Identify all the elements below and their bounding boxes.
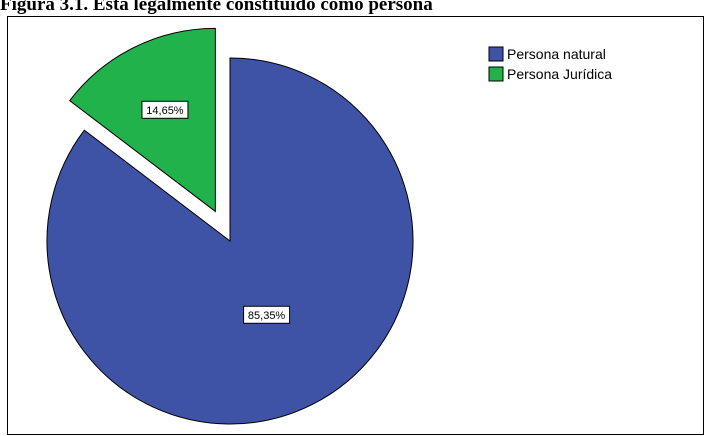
legend-swatch-0 — [488, 46, 504, 62]
pie-slice-1 — [68, 27, 216, 213]
slice-label-0: 85,35% — [243, 305, 291, 324]
legend-item-0: Persona natural — [488, 46, 606, 62]
svg-text:85,35%: 85,35% — [248, 310, 286, 322]
legend-label-1: Persona Jurídica — [507, 66, 612, 82]
figure-caption: Figura 3.1. Está legalmente constituido … — [0, 0, 433, 15]
legend-item-1: Persona Jurídica — [488, 66, 612, 82]
svg-text:14,65%: 14,65% — [146, 105, 184, 117]
slice-label-1: 14,65% — [141, 100, 189, 119]
pie-chart: 85,35% 14,65% Persona natural Persona Juríd… — [46, 27, 612, 425]
pie-slice-0 — [46, 57, 414, 425]
legend-label-0: Persona natural — [507, 46, 606, 62]
chart-frame: 85,35% 14,65% Persona natural Persona Juríd… — [7, 16, 704, 435]
legend-swatch-1 — [488, 66, 504, 82]
